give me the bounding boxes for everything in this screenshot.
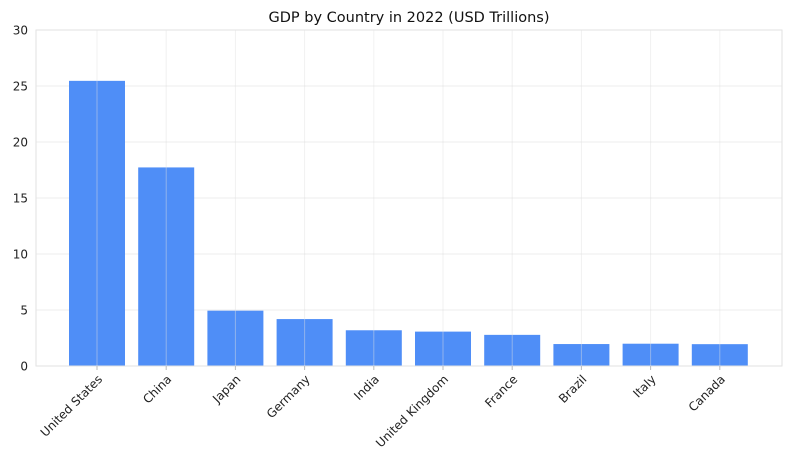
y-tick-label: 20 [13, 136, 28, 150]
bars-layer [69, 80, 748, 367]
x-tick-label: India [351, 372, 382, 403]
y-tick-label: 15 [13, 192, 28, 206]
bar-united-states [69, 80, 125, 367]
y-tick-label: 10 [13, 248, 28, 262]
bar-italy [622, 343, 679, 366]
bar-france [484, 334, 541, 366]
bar-india [345, 330, 402, 366]
vertical-grid-layer [96, 30, 721, 366]
y-tick-label: 5 [20, 304, 28, 318]
x-tick-label: United States [38, 372, 105, 439]
x-ticks: United States China Japan Germany IndiaUnite… [38, 366, 728, 450]
x-tick-label: France [482, 372, 520, 410]
x-tick-label: China [140, 372, 174, 406]
bar-germany [276, 319, 333, 366]
y-tick-label: 30 [13, 24, 28, 38]
bar-canada [691, 344, 748, 366]
y-tick-label: 0 [20, 360, 28, 374]
bar-united-kingdom [415, 331, 471, 366]
bar-japan [207, 310, 264, 366]
y-ticks: 0 5 10 15 20 25 30 [13, 24, 28, 374]
plot-frame [35, 29, 783, 367]
bar-china [138, 167, 195, 366]
x-tick-label: Canada [686, 372, 728, 414]
bar-brazil [553, 344, 610, 366]
x-tick-label: United Kingdom [373, 372, 451, 450]
x-tick-label: Japan [209, 372, 243, 406]
x-tick-label: Germany [264, 372, 313, 421]
x-tick-label: Italy [630, 372, 658, 400]
y-tick-label: 25 [13, 80, 28, 94]
chart-title: GDP by Country in 2022 (USD Trillions) [268, 10, 549, 26]
x-tick-label: Brazil [556, 372, 590, 406]
